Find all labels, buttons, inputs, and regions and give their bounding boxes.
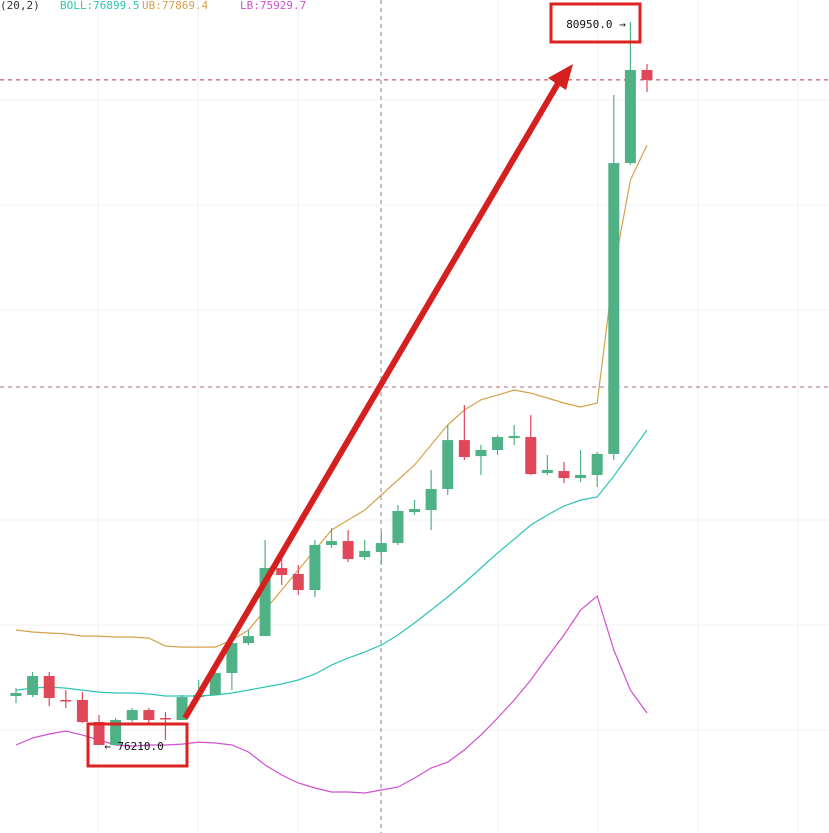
band-line xyxy=(15,144,648,648)
candle-body xyxy=(60,699,72,702)
legend-entry: UB:77869.4 xyxy=(142,0,209,12)
candle-body xyxy=(375,543,387,553)
candle-body xyxy=(242,636,254,644)
candle-body xyxy=(259,568,271,637)
candle-body xyxy=(226,643,238,673)
candle-body xyxy=(359,550,371,558)
candle-body xyxy=(492,437,504,450)
candle-body xyxy=(409,509,421,513)
candle-body xyxy=(159,717,171,720)
candle-body xyxy=(292,573,304,591)
candle-body xyxy=(525,437,537,475)
candle-body xyxy=(143,710,155,720)
candle-body xyxy=(326,541,337,546)
legend-entry: LB:75929.7 xyxy=(240,0,306,12)
legend: (20,2) BOLL:76899.5 UB:77869.4 LB:75929.7 xyxy=(0,0,306,12)
candle-body xyxy=(575,474,587,479)
candle-body xyxy=(27,676,39,695)
candle-body xyxy=(508,435,520,439)
legend-entry: BOLL:76899.5 xyxy=(60,0,139,12)
candle-body xyxy=(458,440,470,457)
band-line xyxy=(15,594,648,794)
candle-body xyxy=(176,697,188,720)
candle-body xyxy=(608,163,620,454)
candle-body xyxy=(624,70,636,164)
candle-body xyxy=(10,692,22,697)
candle-body xyxy=(442,440,454,490)
candle-body xyxy=(541,469,553,474)
candle-body xyxy=(342,541,354,560)
high-label: 80950.0 → xyxy=(566,18,626,31)
candle-body xyxy=(110,719,122,745)
low-box xyxy=(86,722,189,768)
candle-body xyxy=(76,699,88,722)
indicator-params: (20,2) xyxy=(0,0,40,12)
candle-body xyxy=(209,672,221,695)
candle-body xyxy=(43,676,55,699)
candle-body xyxy=(591,453,603,475)
candle-body xyxy=(558,471,570,479)
high-box xyxy=(549,2,642,44)
candle-body xyxy=(126,710,138,720)
candle-body xyxy=(475,449,487,457)
candle-body xyxy=(425,489,437,511)
candle-body xyxy=(641,70,653,80)
candle-body xyxy=(309,545,321,591)
low-label: ← 76210.0 xyxy=(104,740,164,753)
candle-body xyxy=(93,721,105,745)
band-line xyxy=(15,429,648,697)
candle-body xyxy=(276,568,288,576)
trend-arrow xyxy=(182,78,563,720)
marks xyxy=(0,21,829,794)
candle-body xyxy=(392,510,404,544)
arrow-head xyxy=(548,64,573,90)
